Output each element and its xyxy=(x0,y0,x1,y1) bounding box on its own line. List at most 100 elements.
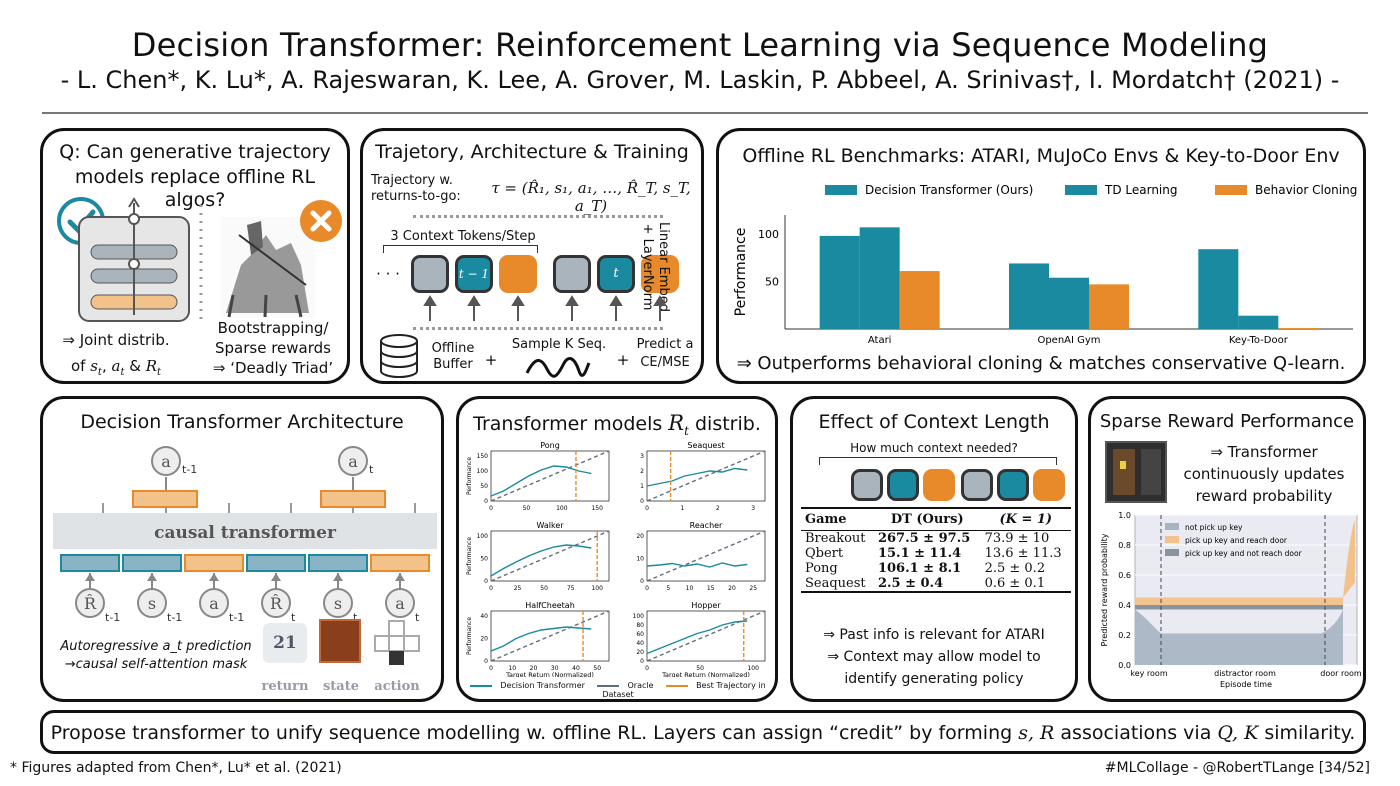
offline-buffer-1: Offline xyxy=(431,341,475,356)
context-tokens-label: 3 Context Tokens/Step xyxy=(390,229,536,244)
panel-question-title-2: models replace offline RL algos? xyxy=(74,166,316,211)
mini-y-tick: 0 xyxy=(640,498,644,505)
token-action xyxy=(499,255,537,293)
mini-x-tick: 5 xyxy=(666,585,670,592)
table-row: Qbert 15.1 ± 11.4 13.6 ± 11.3 xyxy=(805,545,1062,561)
benchmark-bar-chart: 50 100 Performance Atari OpenAI Gym Key-To-Do… xyxy=(733,183,1357,346)
mini-x-tick: 0 xyxy=(645,585,649,592)
sparse-desc-1: ⇒ Transformer xyxy=(1210,443,1318,461)
action-head-2 xyxy=(320,490,386,508)
input-token-sub: t-1 xyxy=(167,611,182,624)
panel-architecture: Decision Transformer Architecture a t-1 … xyxy=(40,396,444,702)
return-example: 21 xyxy=(263,623,307,663)
mini-y-tick: 100 xyxy=(477,533,489,540)
token-arrowhead xyxy=(85,573,95,581)
panel-training: Trajetory, Architecture & Training Traje… xyxy=(360,128,704,384)
mini-x-tick: 100 xyxy=(747,665,759,672)
legend-swatch-oracle xyxy=(597,684,620,687)
trajectory-label-2: returns-to-go: xyxy=(371,189,461,204)
mini-x-tick: 30 xyxy=(551,665,559,672)
bar xyxy=(819,235,860,329)
mini-y-tick: 0 xyxy=(484,498,488,505)
input-token-symbol: s xyxy=(148,594,156,613)
bar xyxy=(1198,249,1239,329)
svg-text:a: a xyxy=(348,452,358,471)
mini-y-tick: 2 xyxy=(640,468,644,475)
panel-question: Q: Can generative trajectory models repl… xyxy=(40,128,350,384)
panel-sparse-reward: Sparse Reward Performance ⇒ Transformer … xyxy=(1088,396,1366,702)
table-header-game: Game xyxy=(805,511,847,527)
embedding-row xyxy=(60,554,430,572)
reward-y-tick: 0.4 xyxy=(1118,601,1131,610)
band-reach-door xyxy=(1135,597,1343,605)
bar xyxy=(859,227,900,329)
mini-y-tick: 3 xyxy=(640,453,644,460)
mini-y-tick: 150 xyxy=(477,453,489,460)
autoregressive-note-2: →causal self-attention mask xyxy=(64,657,248,672)
mini-y-tick: 50 xyxy=(480,556,488,563)
mini-plot-title: Reacher xyxy=(690,521,723,530)
output-token-a-t-minus-1: a t-1 xyxy=(151,446,197,491)
token-return xyxy=(411,255,449,293)
input-token-symbol: R̂ xyxy=(270,594,283,613)
oracle-line xyxy=(490,450,610,502)
panel-benchmarks: Offline RL Benchmarks: ATARI, MuJoCo Env… xyxy=(716,128,1366,384)
mini-plot: Walker 0 25 50 75 100 0 50 100 Performance xyxy=(466,521,610,592)
mini-x-tick: 0 xyxy=(489,585,493,592)
reward-y-tick: 0.0 xyxy=(1118,661,1131,670)
x-tick-label: OpenAI Gym xyxy=(1037,335,1100,346)
mini-x-tick: 20 xyxy=(530,665,538,672)
y-tick-label: 100 xyxy=(758,228,779,241)
mini-y-tick: 40 xyxy=(636,640,644,647)
context-note-2: ⇒ Context may allow model to xyxy=(827,649,1041,665)
band-not-reach-door xyxy=(1135,605,1343,610)
panel-distribution-title: Transformer models Rt distrib. xyxy=(473,411,761,438)
author-line: - L. Chen*, K. Lu*, A. Rajeswaran, K. Le… xyxy=(60,66,1340,94)
mini-y-tick: 20 xyxy=(480,636,488,643)
mini-x-tick: 0 xyxy=(645,665,649,672)
token-arrowhead xyxy=(271,573,281,581)
generative-model-icon xyxy=(78,197,190,322)
mini-y-tick: 20 xyxy=(636,533,644,540)
legend-swatch-best xyxy=(666,684,689,687)
panel-architecture-title: Decision Transformer Architecture xyxy=(80,411,404,433)
mini-plot-title: Hopper xyxy=(691,601,721,610)
mini-plot: HalfCheetah 0 10 20 30 40 50 0 20 40 Performance Ta… xyxy=(466,601,610,677)
legend-best: Best Trajectory in Dataset xyxy=(602,681,766,699)
reward-x-tick: door room xyxy=(1320,669,1362,678)
table-row: Pong 106.1 ± 8.1 2.5 ± 0.2 xyxy=(805,560,1046,576)
legend-swatch xyxy=(825,185,857,195)
mini-x-tick: 50 xyxy=(523,505,531,512)
ctx-token-1 xyxy=(851,469,883,501)
mini-y-tick: 10 xyxy=(636,556,644,563)
mini-plot: Pong 0 50 100 150 0 50 100 150 Performance xyxy=(466,441,610,512)
token-return-t xyxy=(553,255,591,293)
ellipsis: · · · xyxy=(376,265,400,283)
dotted-separator-top xyxy=(413,215,663,218)
table-row: Breakout 267.5 ± 97.5 73.9 ± 10 xyxy=(805,530,1050,546)
mini-plot-grid: Pong 0 50 100 150 0 50 100 150 Performance Seaques… xyxy=(465,439,771,677)
band-not-pick-key xyxy=(1135,609,1343,665)
input-token-symbol: s xyxy=(334,594,342,613)
database-icon xyxy=(380,334,418,378)
footer-handle: #MLCollage - @RobertTLange [34/52] xyxy=(1104,760,1370,776)
dt-curve xyxy=(646,467,748,487)
mini-y-tick: 60 xyxy=(636,631,644,638)
state-example-image xyxy=(319,619,361,663)
svg-text:t-1: t-1 xyxy=(182,463,197,476)
input-token-circle xyxy=(261,588,291,618)
oracle-line xyxy=(646,530,766,582)
autoregressive-note-1: Autoregressive a_t prediction xyxy=(60,639,252,654)
mini-plot-frame xyxy=(490,450,610,502)
mini-y-label: Performance xyxy=(466,537,473,575)
input-token-circle xyxy=(137,588,167,618)
token-state-t: t xyxy=(597,255,635,293)
mini-x-tick: 50 xyxy=(696,665,704,672)
distribution-legend: Decision Transformer Oracle Best Traject… xyxy=(465,681,771,699)
token-action-t xyxy=(641,255,679,293)
reward-legend-swatch xyxy=(1165,523,1179,530)
mini-x-tick: 0 xyxy=(489,665,493,672)
deadly-triad-line3: ⇒ ‘Deadly Triad’ xyxy=(212,359,334,377)
